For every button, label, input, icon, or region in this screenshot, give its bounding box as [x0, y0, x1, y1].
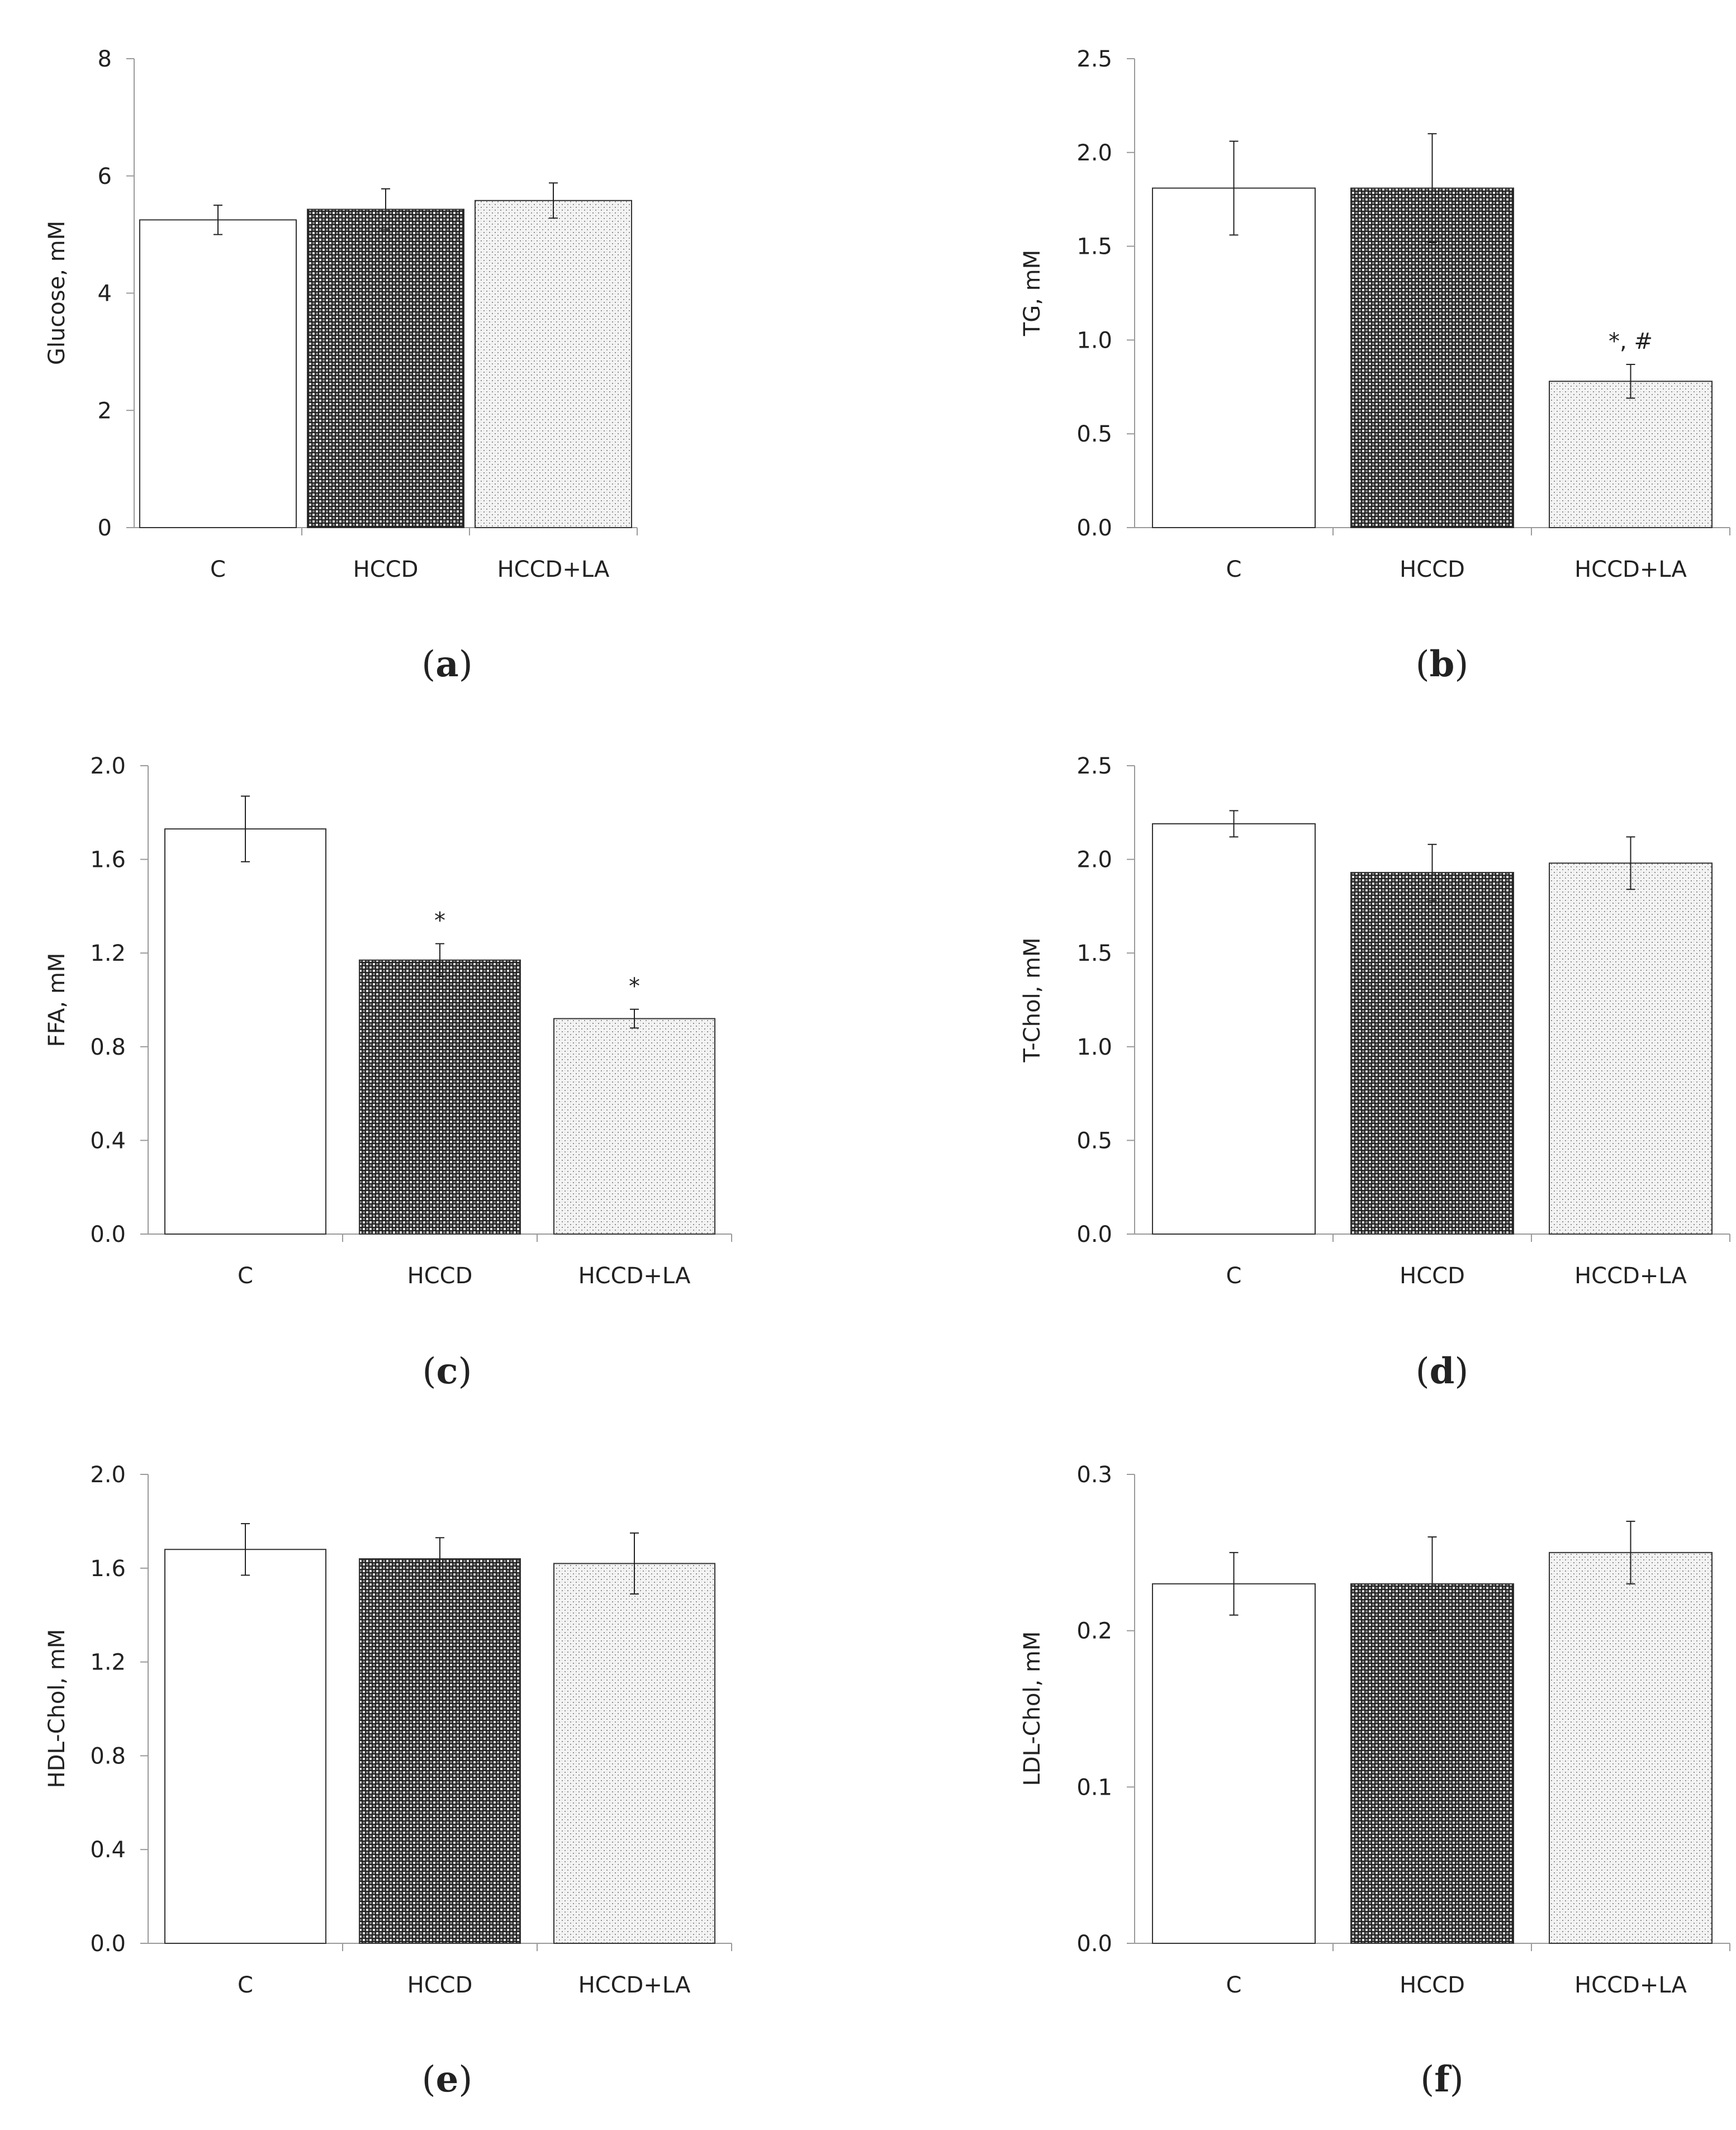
y-tick-label: 6	[98, 164, 112, 189]
panel-letter: e	[436, 2058, 459, 2100]
y-tick-label: 0.4	[90, 1837, 126, 1863]
y-tick-label: 0.5	[1076, 421, 1112, 447]
x-tick-label-hccd: HCCD	[1400, 1263, 1465, 1289]
bar-hccd-la	[475, 200, 632, 528]
panel-letter: d	[1430, 1350, 1455, 1392]
y-tick-label: 2.5	[1076, 753, 1112, 779]
chart-panel-a: 0 2 4 6 8 Glucose, mM C HCCD HCCD+LA (a)	[44, 46, 638, 685]
bar-c	[139, 219, 297, 528]
y-tick-label: 1.2	[90, 1650, 126, 1676]
y-tick-label: 8	[98, 46, 112, 72]
y-tick-label: 0.0	[1076, 1931, 1112, 1957]
x-tick-label-c: C	[1226, 557, 1242, 582]
y-tick-label: 2.0	[1076, 847, 1112, 873]
y-tick-label: 0.0	[90, 1931, 126, 1957]
x-tick-label-c: C	[238, 1263, 253, 1289]
y-tick-label: 1.0	[1076, 328, 1112, 353]
y-tick-label: 0.5	[1076, 1128, 1112, 1154]
panel-label: (e)	[422, 2058, 473, 2100]
x-tick-label-hccd: HCCD	[1400, 557, 1465, 582]
chart-panel-b: 0.0 0.5 1.0 1.5 2.0 2.5 TG, mM C HCCD *, # HCCD+LA…	[1019, 46, 1730, 685]
y-tick-label: 0.2	[1076, 1619, 1112, 1644]
significance-marker: *, #	[1609, 329, 1653, 354]
panel-label: (d)	[1416, 1350, 1469, 1392]
y-tick-label: 0	[98, 515, 112, 541]
bar-hccd	[307, 208, 464, 528]
y-axis-title: LDL-Chol, mM	[1019, 1631, 1045, 1786]
bar-hccd-la	[553, 1563, 715, 1944]
panel-letter: a	[435, 643, 458, 685]
y-tick-label: 2.5	[1076, 46, 1112, 72]
x-tick-label-c: C	[210, 557, 226, 582]
y-tick-label: 0.8	[90, 1035, 126, 1060]
panel-label: (a)	[421, 643, 472, 685]
bar-hccd-la	[1549, 862, 1713, 1235]
y-axis-title: TG, mM	[1019, 250, 1045, 336]
y-tick-label: 0.8	[90, 1743, 126, 1769]
chart-panel-c: 0.0 0.4 0.8 1.2 1.6 2.0 FFA, mM C * HCCD * HCCD+LA (…	[44, 753, 732, 1392]
y-tick-label: 0.4	[90, 1128, 126, 1154]
panel-letter: b	[1430, 643, 1455, 685]
x-tick-label-hccd-la: HCCD+LA	[1574, 1972, 1687, 1998]
x-tick-label-hccd-la: HCCD+LA	[578, 1972, 691, 1998]
bar-c	[164, 828, 326, 1235]
chart-panel-e: 0.0 0.4 0.8 1.2 1.6 2.0 HDL-Chol, mM C HCCD HCCD+…	[44, 1462, 732, 2100]
bar-hccd	[1350, 187, 1514, 528]
x-tick-label-hccd: HCCD	[407, 1972, 473, 1998]
bar-hccd	[359, 1558, 521, 1944]
panel-label: (f)	[1420, 2058, 1463, 2100]
x-tick-label-hccd: HCCD	[1400, 1972, 1465, 1998]
bar-c	[164, 1549, 326, 1944]
chart-panel-f: 0.0 0.1 0.2 0.3 LDL-Chol, mM C HCCD HCCD+LA (f)	[1019, 1462, 1730, 2100]
bar-hccd	[1350, 1583, 1514, 1944]
y-tick-label: 1.6	[90, 1556, 126, 1582]
bar-c	[1152, 187, 1316, 528]
x-tick-label-hccd: HCCD	[353, 557, 419, 582]
bar-hccd	[1350, 872, 1514, 1235]
bar-c	[1152, 823, 1316, 1235]
y-tick-label: 0.0	[1076, 1222, 1112, 1247]
y-axis-title: FFA, mM	[44, 953, 70, 1047]
bar-hccd	[359, 959, 521, 1235]
panel-label: (b)	[1416, 643, 1469, 685]
bar-c	[1152, 1583, 1316, 1944]
x-tick-label-hccd-la: HCCD+LA	[497, 557, 610, 582]
y-tick-label: 1.5	[1076, 941, 1112, 966]
y-axis-title: T-Chol, mM	[1019, 938, 1045, 1063]
x-tick-label-hccd-la: HCCD+LA	[1574, 557, 1687, 582]
y-tick-label: 2.0	[90, 1462, 126, 1488]
y-tick-label: 1.6	[90, 847, 126, 873]
panel-label: (c)	[423, 1350, 472, 1392]
y-tick-label: 1.5	[1076, 234, 1112, 260]
y-axis-title: HDL-Chol, mM	[44, 1629, 70, 1789]
x-tick-label-hccd: HCCD	[407, 1263, 473, 1289]
y-tick-label: 0.1	[1076, 1775, 1112, 1800]
significance-marker: *	[434, 908, 445, 933]
bar-hccd-la	[553, 1018, 715, 1235]
y-tick-label: 2.0	[90, 753, 126, 779]
x-tick-label-hccd-la: HCCD+LA	[578, 1263, 691, 1289]
x-tick-label-hccd-la: HCCD+LA	[1574, 1263, 1687, 1289]
y-tick-label: 2	[98, 398, 112, 424]
y-tick-label: 4	[98, 281, 112, 307]
y-tick-label: 0.0	[1076, 515, 1112, 541]
y-tick-label: 1.2	[90, 941, 126, 966]
significance-marker: *	[629, 974, 640, 999]
y-axis-title: Glucose, mM	[44, 221, 70, 365]
panel-letter: f	[1434, 2058, 1452, 2100]
chart-panel-d: 0.0 0.5 1.0 1.5 2.0 2.5 T-Chol, mM C HCCD HCCD+LA…	[1019, 753, 1730, 1392]
x-tick-label-c: C	[1226, 1263, 1242, 1289]
bar-hccd-la	[1549, 1552, 1713, 1944]
bar-hccd-la	[1549, 381, 1713, 528]
y-tick-label: 2.0	[1076, 140, 1112, 166]
y-tick-label: 1.0	[1076, 1035, 1112, 1060]
y-tick-label: 0.0	[90, 1222, 126, 1247]
panel-letter: c	[437, 1350, 458, 1392]
x-tick-label-c: C	[238, 1972, 253, 1998]
x-tick-label-c: C	[1226, 1972, 1242, 1998]
y-tick-label: 0.3	[1076, 1462, 1112, 1488]
